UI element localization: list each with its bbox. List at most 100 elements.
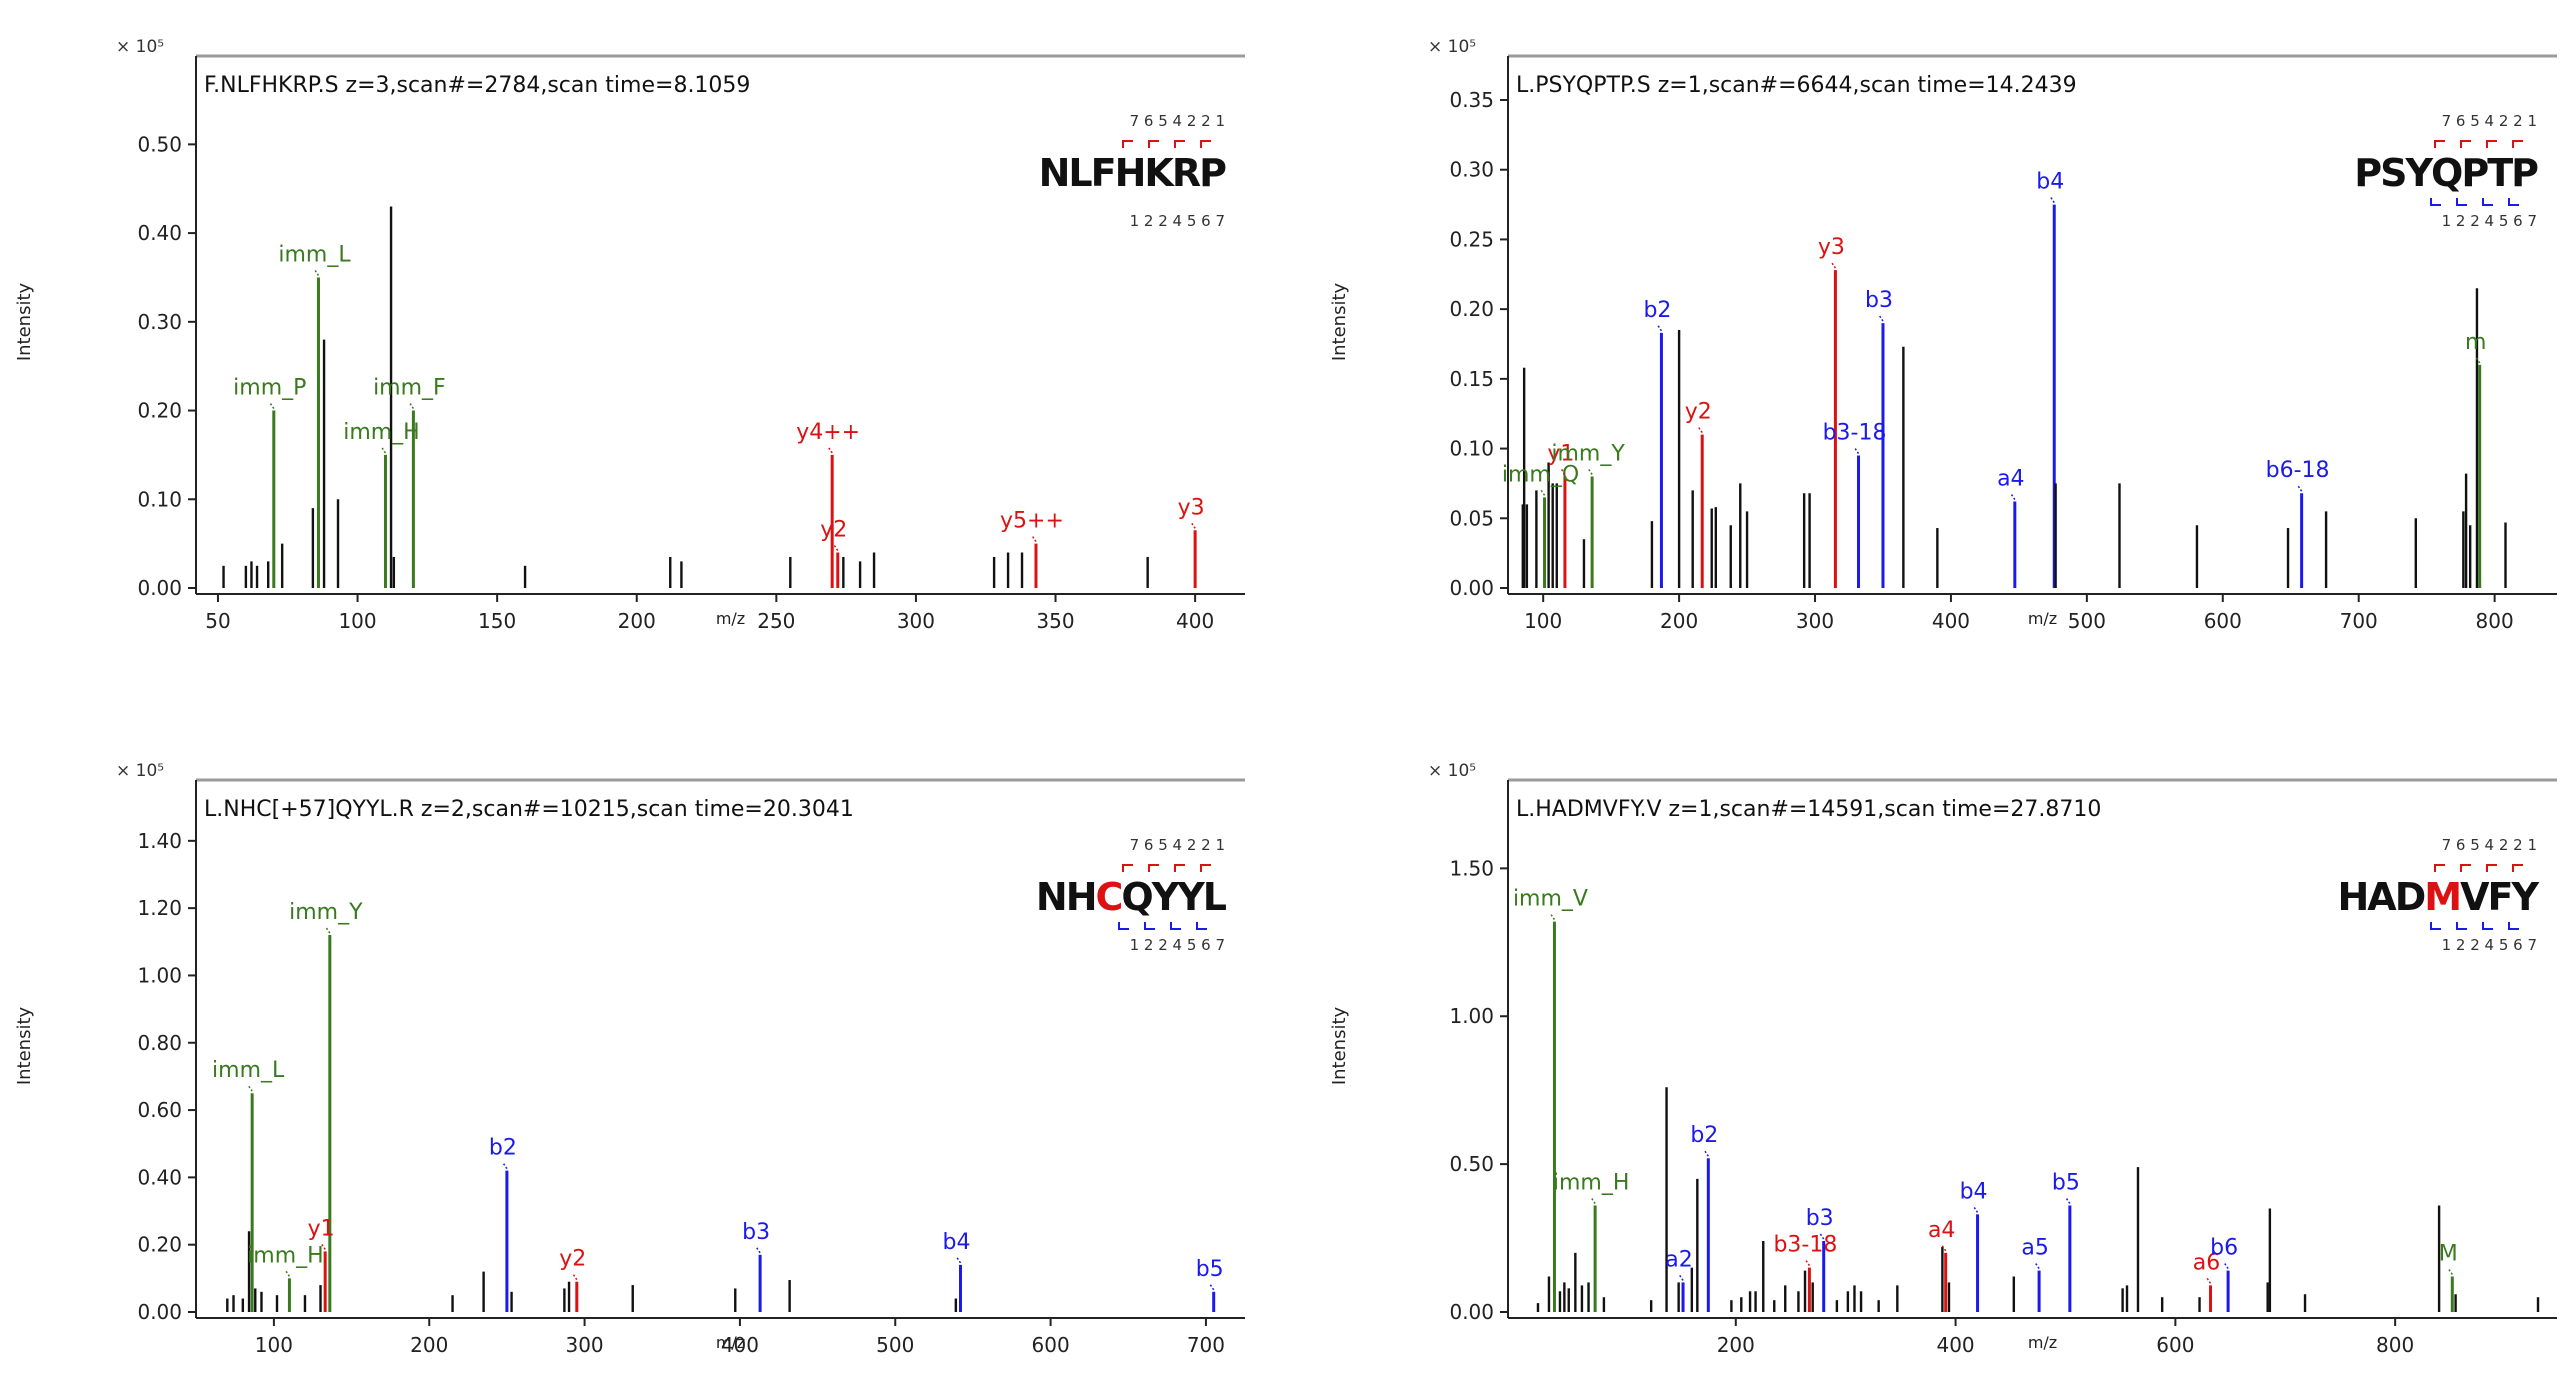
- peptide-sequence: NLFHKRP: [1039, 151, 1227, 195]
- peak-label-leader: [572, 1273, 578, 1281]
- peak-label-leader: [2205, 1276, 2212, 1284]
- peptide-residue: F: [1091, 151, 1115, 195]
- y-axis-label: Intensity: [14, 1006, 35, 1085]
- peptide-residue: V: [2460, 875, 2490, 919]
- y-tick-label: 1.20: [137, 896, 182, 920]
- x-tick-label: 300: [565, 1333, 603, 1357]
- x-tick-label: 400: [1936, 1333, 1974, 1357]
- peak-label: b5: [1196, 1257, 1224, 1282]
- y-tick-label: 0.10: [1449, 437, 1494, 461]
- y-tick-label: 0.30: [1449, 158, 1494, 182]
- peptide-sequence: PSYQPTP: [2354, 151, 2538, 195]
- peak-label-leader: [1678, 1274, 1684, 1281]
- x-tick-label: 250: [757, 609, 795, 633]
- peak-label-leader: [2296, 484, 2303, 492]
- y-ion-cleavage-mark: [2486, 864, 2497, 872]
- fragment-index-bottom: 1 2 2 4 5 6 7: [2442, 936, 2537, 954]
- y-ion-cleavage-mark: [1174, 864, 1185, 872]
- peak-label: b4: [943, 1230, 971, 1255]
- y-tick-label: 0.00: [137, 576, 182, 600]
- y-axis-label: Intensity: [1329, 282, 1350, 361]
- peptide-residue: F: [2488, 875, 2512, 919]
- peak-label-leader: [1031, 535, 1037, 543]
- x-tick-label: 800: [2376, 1333, 2414, 1357]
- peak-label: y2: [1685, 400, 1712, 425]
- x-tick-label: 400: [1176, 609, 1214, 633]
- peak-label: y2: [820, 518, 847, 543]
- peak-label-leader: [1539, 488, 1546, 496]
- peak-label: a5: [2021, 1236, 2048, 1261]
- peak-label-leader: [247, 1084, 253, 1092]
- peak-label-leader: [1703, 1149, 1709, 1157]
- peptide-residue: P: [1199, 151, 1226, 195]
- x-tick-label: 200: [1717, 1333, 1755, 1357]
- x-tick-label: 400: [1932, 609, 1970, 633]
- y-ion-cleavage-mark: [1174, 140, 1185, 148]
- peptide-residue: M: [2424, 875, 2460, 919]
- peak-label-leader: [320, 1243, 326, 1250]
- peptide-residue: A: [2367, 875, 2397, 919]
- b-ion-cleavage-mark: [1170, 922, 1181, 930]
- b-ion-cleavage-mark: [2456, 922, 2467, 930]
- peak-label: b2: [1690, 1123, 1718, 1148]
- b-ion-cleavage-mark: [2508, 922, 2519, 930]
- peak-label: imm_Y: [1551, 441, 1625, 466]
- x-tick-label: 300: [1796, 609, 1834, 633]
- y-tick-label: 0.20: [137, 399, 182, 423]
- peak-label-leader: [1830, 261, 1837, 269]
- peak-label-leader: [2475, 356, 2481, 364]
- y-tick-label: 0.00: [1449, 1300, 1494, 1324]
- peak-label: b2: [489, 1136, 517, 1161]
- x-tick-label: 600: [2204, 609, 2242, 633]
- b-ion-cleavage-mark: [1144, 922, 1155, 930]
- spectrum-title: L.HADMVFY.V z=1,scan#=14591,scan time=27…: [1516, 797, 2101, 822]
- peak-label-leader: [1590, 1197, 1596, 1204]
- peak-label-leader: [2065, 1197, 2071, 1204]
- peptide-residue: Q: [1121, 875, 1152, 919]
- peptide-residue: P: [2511, 151, 2538, 195]
- x-tick-label: 800: [2476, 609, 2514, 633]
- y-ion-cleavage-mark: [1122, 140, 1133, 148]
- peak-label-leader: [502, 1162, 508, 1170]
- spectrum-title: L.PSYQPTP.S z=1,scan#=6644,scan time=14.…: [1516, 73, 2077, 98]
- peak-label-leader: [1804, 1259, 1811, 1267]
- peak-label: y1: [308, 1216, 335, 1241]
- y-tick-label: 0.05: [1449, 506, 1494, 530]
- y-ion-cleavage-mark: [2434, 864, 2445, 872]
- y-ion-cleavage-mark: [1148, 140, 1159, 148]
- b-ion-cleavage-mark: [2482, 922, 2493, 930]
- spectrum-panel-1: × 10⁵ F.NLFHKRP.S z=3,scan#=2784,scan tim…: [14, 37, 1245, 633]
- b-ion-cleavage-mark: [2430, 198, 2441, 206]
- peak-label-leader: [1549, 913, 1556, 921]
- peak-label: a6: [2193, 1250, 2220, 1275]
- b-ion-cleavage-mark: [2456, 198, 2467, 206]
- exponent-label: × 10⁵: [1428, 37, 1476, 57]
- y-tick-label: 0.60: [137, 1098, 182, 1122]
- peak-label-leader: [1587, 468, 1593, 475]
- peak-label-leader: [269, 402, 275, 409]
- peak-label-leader: [284, 1269, 291, 1277]
- y-ion-cleavage-mark: [1122, 864, 1133, 872]
- peak-label: m: [2465, 330, 2486, 355]
- peak-label-leader: [1190, 521, 1196, 529]
- peak-label: imm_L: [212, 1058, 285, 1083]
- y-tick-label: 1.00: [1449, 1004, 1494, 1028]
- peak-label-leader: [408, 402, 415, 409]
- x-axis-label: m/z: [716, 1333, 745, 1352]
- spectrum-panel-2: × 10⁵ L.PSYQPTP.S z=1,scan#=6644,scan tim…: [1329, 37, 2557, 633]
- peak-label-leader: [2049, 196, 2055, 203]
- peak-label-leader: [833, 544, 839, 551]
- peptide-residue: Y: [1176, 875, 1205, 919]
- exponent-label: × 10⁵: [1428, 761, 1476, 781]
- peak-label: y1: [1547, 441, 1574, 466]
- peak-label-leader: [1560, 468, 1566, 475]
- peptide-residue: L: [1203, 875, 1227, 919]
- y-tick-label: 0.00: [1449, 576, 1494, 600]
- x-tick-label: 200: [618, 609, 656, 633]
- peak-label-leader: [2447, 1268, 2453, 1275]
- peptide-residue: K: [1144, 151, 1175, 195]
- y-axis-label: Intensity: [1329, 1006, 1350, 1085]
- fragment-index-bottom: 1 2 2 4 5 6 7: [1130, 936, 1225, 954]
- y-tick-label: 0.50: [137, 132, 182, 156]
